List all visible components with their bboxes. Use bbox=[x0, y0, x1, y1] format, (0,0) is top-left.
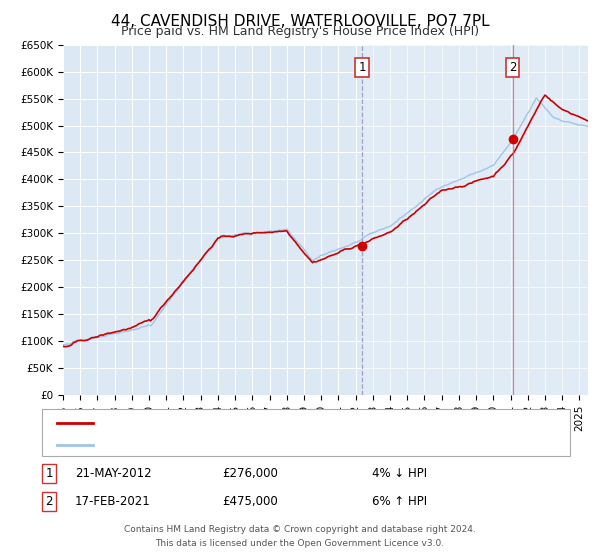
Text: HPI: Average price, detached house, Havant: HPI: Average price, detached house, Hava… bbox=[99, 440, 346, 450]
Text: 1: 1 bbox=[46, 466, 53, 480]
Text: £475,000: £475,000 bbox=[222, 494, 278, 508]
Text: 2: 2 bbox=[46, 494, 53, 508]
Text: This data is licensed under the Open Government Licence v3.0.: This data is licensed under the Open Gov… bbox=[155, 539, 445, 548]
Text: 6% ↑ HPI: 6% ↑ HPI bbox=[372, 494, 427, 508]
Bar bbox=[362, 45, 588, 395]
Text: 44, CAVENDISH DRIVE, WATERLOOVILLE, PO7 7PL (detached house): 44, CAVENDISH DRIVE, WATERLOOVILLE, PO7 … bbox=[99, 418, 477, 428]
Text: 44, CAVENDISH DRIVE, WATERLOOVILLE, PO7 7PL: 44, CAVENDISH DRIVE, WATERLOOVILLE, PO7 … bbox=[110, 14, 490, 29]
Text: Price paid vs. HM Land Registry's House Price Index (HPI): Price paid vs. HM Land Registry's House … bbox=[121, 25, 479, 38]
Text: Contains HM Land Registry data © Crown copyright and database right 2024.: Contains HM Land Registry data © Crown c… bbox=[124, 525, 476, 534]
Text: £276,000: £276,000 bbox=[222, 466, 278, 480]
Text: 17-FEB-2021: 17-FEB-2021 bbox=[75, 494, 151, 508]
Text: 2: 2 bbox=[509, 61, 517, 74]
Text: 21-MAY-2012: 21-MAY-2012 bbox=[75, 466, 152, 480]
Text: 4% ↓ HPI: 4% ↓ HPI bbox=[372, 466, 427, 480]
Text: 1: 1 bbox=[358, 61, 366, 74]
